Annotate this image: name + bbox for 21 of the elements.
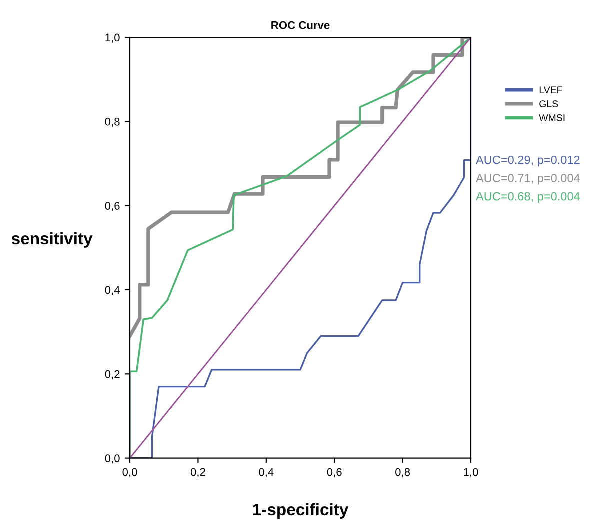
x-tick-label: 0,8 (396, 468, 410, 478)
legend-label: WMSI (539, 114, 565, 122)
text: AUC=0.29, p=0.012 (476, 156, 580, 167)
x-tick-label: 1,0 (464, 468, 478, 478)
y-tick-label: 0,4 (105, 286, 120, 296)
y-tick-label: 0,8 (105, 118, 120, 128)
y-axis-title: sensitivity (12, 232, 93, 248)
y-tick-label: 0,2 (105, 370, 120, 380)
y-tick-label: 1,0 (106, 34, 120, 43)
x-axis-title: 1-specificity (253, 503, 349, 519)
chart-title: ROC Curve (272, 21, 330, 30)
text: AUC=0.68, p=0.004 (476, 192, 580, 204)
x-tick-label: 0,4 (259, 468, 274, 478)
x-tick-label: 0,2 (190, 468, 206, 478)
legend-label: LVEF (540, 86, 562, 94)
legend-label: GLS (540, 100, 558, 108)
y-tick-label: 0,0 (105, 454, 120, 464)
y-tick-label: 0,6 (105, 202, 120, 212)
x-tick-label: 0,6 (327, 468, 342, 478)
text: AUC=0.71, p=0.004 (476, 174, 580, 185)
x-tick-label: 0,0 (122, 468, 138, 478)
